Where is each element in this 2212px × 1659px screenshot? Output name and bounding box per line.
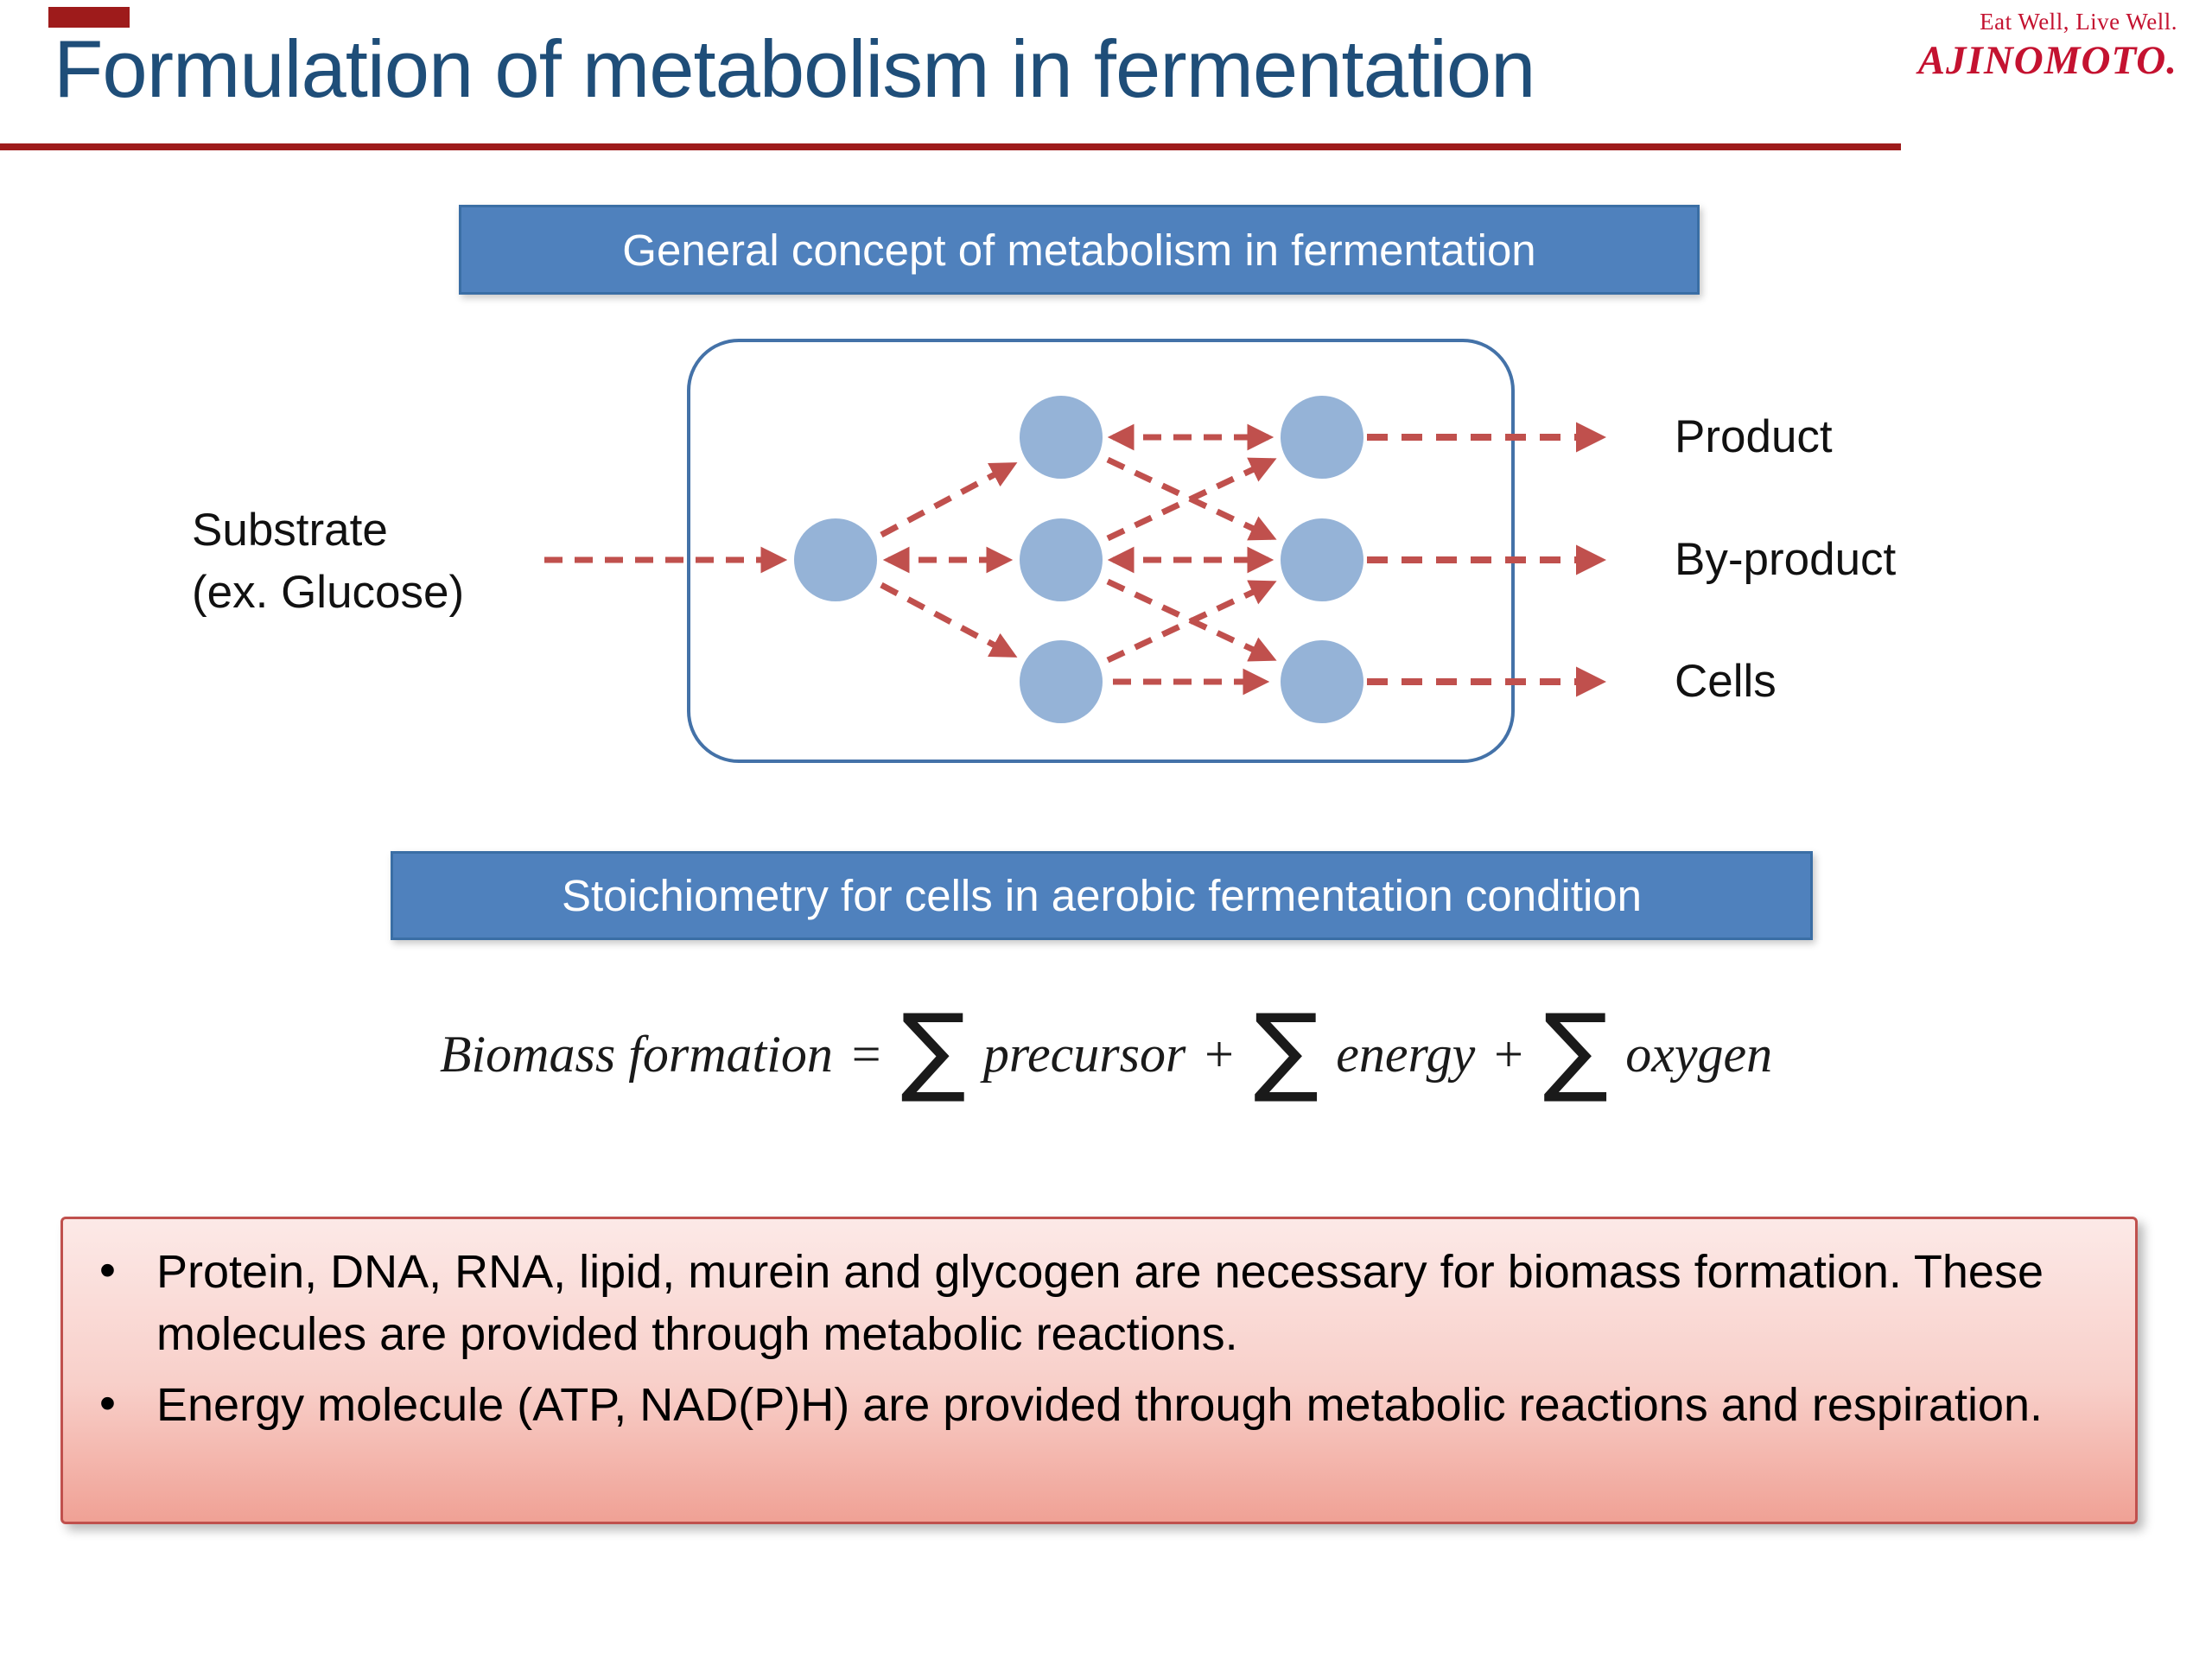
output-label-cells: Cells [1675, 656, 1777, 707]
arrow-left-to-midtop [880, 461, 1018, 538]
formula-lhs: Biomass formation [439, 1026, 833, 1083]
node-mid-bottom [1020, 640, 1103, 723]
brand-tagline: Eat Well, Live Well. [1980, 9, 2177, 35]
metabolite-nodes [794, 396, 1363, 723]
sigma-icon: ∑ [1253, 993, 1319, 1106]
bullet-icon: • [99, 1244, 116, 1296]
node-mid-top [1020, 396, 1103, 479]
note-item-energy: • Energy molecule (ATP, NAD(P)H) are pro… [89, 1375, 2083, 1437]
formula-equals: = [848, 1026, 884, 1083]
formula-plus-2: + [1491, 1026, 1526, 1083]
banner-general-concept-label: General concept of metabolism in ferment… [622, 225, 1536, 275]
formula-term-oxygen: oxygen [1625, 1026, 1773, 1083]
note-text: Protein, DNA, RNA, lipid, murein and gly… [156, 1246, 2044, 1360]
node-right-top [1281, 396, 1363, 479]
note-item-biomass: • Protein, DNA, RNA, lipid, murein and g… [89, 1242, 2083, 1366]
formula-plus-1: + [1201, 1026, 1236, 1083]
output-label-byproduct: By-product [1675, 534, 1897, 585]
output-label-product: Product [1675, 411, 1833, 462]
formula-term-energy: energy [1336, 1026, 1476, 1083]
notes-panel: • Protein, DNA, RNA, lipid, murein and g… [60, 1217, 2138, 1524]
brand-wordmark: AJINOMOTO. [1917, 38, 2177, 83]
substrate-label: Substrate (ex. Glucose) [192, 499, 464, 623]
formula-term-precursor: precursor [982, 1026, 1186, 1083]
page-title: Formulation of metabolism in fermentatio… [54, 23, 1535, 114]
note-text: Energy molecule (ATP, NAD(P)H) are provi… [156, 1378, 2044, 1431]
node-mid-center [1020, 518, 1103, 601]
arrow-left-to-midbottom [880, 582, 1018, 658]
biomass-formula: Biomass formation = ∑ precursor + ∑ ener… [0, 975, 2212, 1135]
accent-bar [48, 7, 130, 28]
sigma-icon: ∑ [900, 993, 966, 1106]
sigma-icon: ∑ [1542, 993, 1609, 1106]
node-right-center [1281, 518, 1363, 601]
substrate-label-line2: (ex. Glucose) [192, 566, 465, 618]
brand-logo: Eat Well, Live Well. AJINOMOTO. [1918, 9, 2177, 84]
substrate-label-line1: Substrate [192, 505, 388, 556]
banner-general-concept: General concept of metabolism in ferment… [459, 205, 1700, 295]
reaction-arrows [544, 422, 1607, 697]
banner-stoichiometry: Stoichiometry for cells in aerobic ferme… [391, 851, 1813, 940]
banner-stoichiometry-label: Stoichiometry for cells in aerobic ferme… [561, 871, 1643, 920]
bullet-icon: • [99, 1376, 116, 1429]
notes-list: • Protein, DNA, RNA, lipid, murein and g… [63, 1219, 2135, 1436]
node-right-bottom [1281, 640, 1363, 723]
metabolic-network-diagram [544, 396, 1607, 723]
title-divider [0, 143, 1901, 150]
arrow-midtop-to-rightcenter [1106, 456, 1277, 541]
node-substrate [794, 518, 877, 601]
